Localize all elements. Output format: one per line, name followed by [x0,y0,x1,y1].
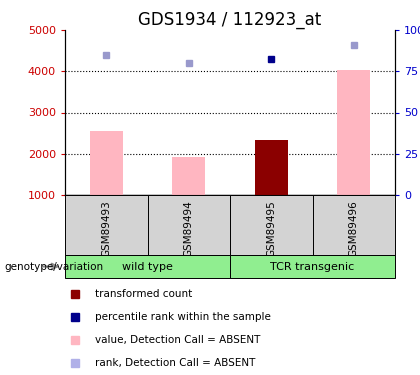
Text: rank, Detection Call = ABSENT: rank, Detection Call = ABSENT [94,358,255,368]
Text: GSM89493: GSM89493 [101,200,111,256]
Bar [230,195,312,255]
Text: TCR transgenic: TCR transgenic [270,261,354,272]
Text: value, Detection Call = ABSENT: value, Detection Call = ABSENT [94,335,260,345]
Title: GDS1934 / 112923_at: GDS1934 / 112923_at [138,11,322,29]
Text: GSM89494: GSM89494 [184,200,194,256]
Bar [65,255,230,278]
Bar [172,157,205,195]
Text: GSM89496: GSM89496 [349,200,359,256]
Text: transformed count: transformed count [94,289,192,298]
Bar [337,70,370,195]
Text: GSM89495: GSM89495 [266,200,276,256]
Bar [230,255,395,278]
Bar [65,195,147,255]
Text: genotype/variation: genotype/variation [4,261,103,272]
Bar [255,140,288,195]
Bar [312,195,395,255]
Text: percentile rank within the sample: percentile rank within the sample [94,312,270,322]
Text: wild type: wild type [122,261,173,272]
Bar [147,195,230,255]
Bar [90,130,123,195]
